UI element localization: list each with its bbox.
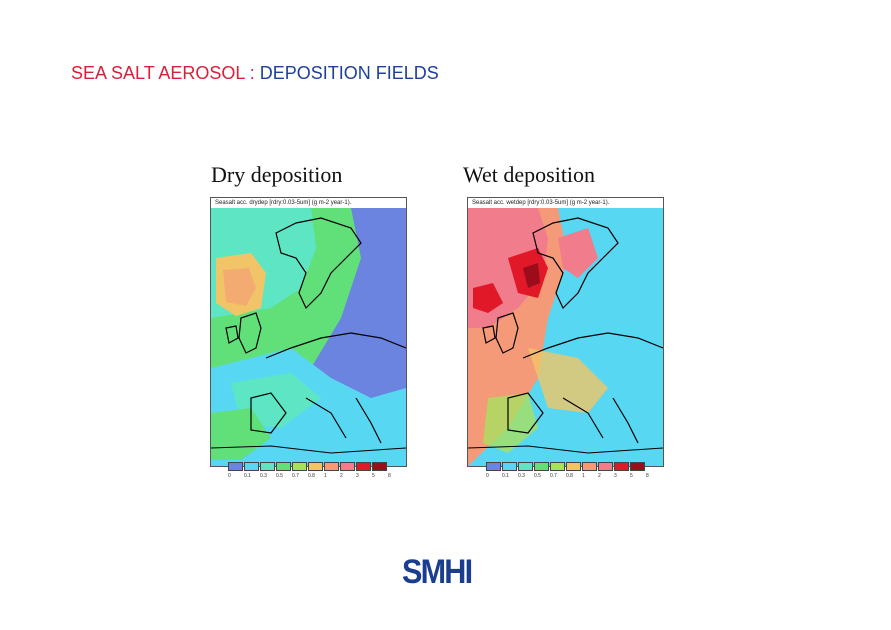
legend-tick-label: 0.1 xyxy=(244,473,251,479)
dry-map-header: Seasalt acc. drydep [rdry:0.03-5um] (g m… xyxy=(215,200,352,206)
legend-tick-label: 0.5 xyxy=(534,473,541,479)
legend-swatch xyxy=(292,462,307,471)
legend-swatch xyxy=(276,462,291,471)
legend-swatch xyxy=(598,462,613,471)
legend-tick-label: 2 xyxy=(340,473,343,479)
legend-tick-label: 5 xyxy=(372,473,375,479)
legend-swatch xyxy=(630,462,645,471)
legend-swatch xyxy=(372,462,387,471)
legend-tick-label: 0 xyxy=(228,473,231,479)
legend-tick-label: 0.3 xyxy=(260,473,267,479)
legend-tick-label: 2 xyxy=(598,473,601,479)
legend-tick-label: 0.1 xyxy=(502,473,509,479)
legend-tick-label: 3 xyxy=(614,473,617,479)
smhi-logo: SMHI xyxy=(402,553,473,591)
legend-swatch xyxy=(324,462,339,471)
legend-tick-label: 1 xyxy=(324,473,327,479)
legend-swatch xyxy=(356,462,371,471)
legend-swatch xyxy=(550,462,565,471)
legend-swatch xyxy=(534,462,549,471)
legend-swatch xyxy=(518,462,533,471)
legend-tick-label: 3 xyxy=(356,473,359,479)
legend-swatch xyxy=(614,462,629,471)
legend-swatch xyxy=(340,462,355,471)
legend-swatch xyxy=(502,462,517,471)
legend-tick-label: 8 xyxy=(646,473,649,479)
legend-swatch xyxy=(308,462,323,471)
legend-swatch xyxy=(260,462,275,471)
legend-tick-label: 0.7 xyxy=(550,473,557,479)
legend-tick-label: 0.8 xyxy=(566,473,573,479)
legend-tick-label: 5 xyxy=(630,473,633,479)
legend-tick-label: 0.5 xyxy=(276,473,283,479)
legend-swatch xyxy=(582,462,597,471)
legend-swatch xyxy=(244,462,259,471)
slide-title: SEA SALT AEROSOL : DEPOSITION FIELDS xyxy=(71,63,439,84)
wet-map-graphic xyxy=(468,198,663,466)
legend-swatch xyxy=(486,462,501,471)
wet-deposition-map: Seasalt acc. wetdep [rdry:0.03-5um] (g m… xyxy=(467,197,664,467)
wet-color-legend xyxy=(486,462,646,471)
slide-title-part2: DEPOSITION FIELDS xyxy=(259,63,439,83)
wet-map-header: Seasalt acc. wetdep [rdry:0.03-5um] (g m… xyxy=(472,200,610,206)
wet-deposition-title: Wet deposition xyxy=(463,162,596,187)
legend-tick-label: 8 xyxy=(388,473,391,479)
dry-legend-ticks: 0 0.1 0.3 0.5 0.7 0.8 1 2 3 5 8 xyxy=(228,473,404,479)
slide-title-part1: SEA SALT AEROSOL : xyxy=(71,63,260,83)
legend-swatch xyxy=(566,462,581,471)
wet-legend-ticks: 0 0.1 0.3 0.5 0.7 0.8 1 2 3 5 8 xyxy=(486,473,662,479)
legend-tick-label: 0 xyxy=(486,473,489,479)
legend-swatch xyxy=(228,462,243,471)
legend-tick-label: 0.3 xyxy=(518,473,525,479)
legend-tick-label: 1 xyxy=(582,473,585,479)
dry-map-graphic xyxy=(211,198,406,466)
legend-tick-label: 0.8 xyxy=(308,473,315,479)
legend-tick-label: 0.7 xyxy=(292,473,299,479)
dry-deposition-title: Dry deposition xyxy=(211,162,343,187)
dry-deposition-map: Seasalt acc. drydep [rdry:0.03-5um] (g m… xyxy=(210,197,407,467)
dry-color-legend xyxy=(228,462,388,471)
